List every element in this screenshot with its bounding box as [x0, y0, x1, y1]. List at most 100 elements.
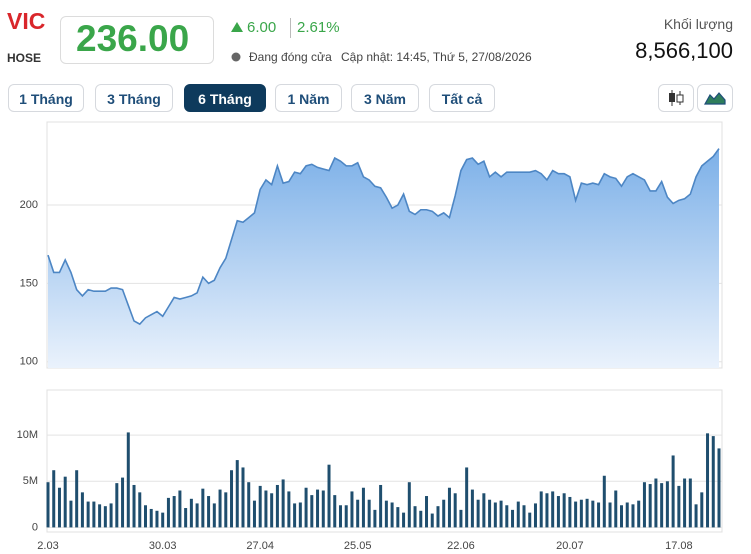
volume-bar	[614, 490, 618, 528]
volume-bar	[149, 508, 153, 528]
volume-bar	[69, 500, 73, 528]
updated: Cập nhật: 14:45, Thứ 5, 27/08/2026	[341, 50, 532, 64]
volume-bar	[195, 503, 199, 528]
volume-bar	[533, 503, 537, 528]
volume-bar	[597, 502, 601, 528]
area-button[interactable]	[697, 84, 733, 112]
volume-bar	[184, 508, 188, 528]
range-button[interactable]: 3 Năm	[351, 84, 419, 112]
volume-bar	[711, 436, 715, 528]
volume-bar	[482, 493, 486, 528]
volume-bar	[207, 496, 211, 528]
volume-bar	[304, 487, 308, 528]
volume-bar	[316, 489, 320, 528]
volume-bar	[63, 476, 67, 528]
x-tick-label: 27.04	[246, 540, 274, 552]
volume-bar	[511, 509, 515, 528]
volume-bar	[688, 478, 692, 528]
volume-bar	[212, 503, 216, 528]
volume-bar	[683, 478, 687, 528]
volume-bar	[178, 490, 182, 528]
volume-bar	[252, 500, 256, 528]
volume-bar	[92, 501, 96, 528]
separator	[290, 18, 291, 38]
volume-bar	[436, 506, 440, 528]
volume-bar	[447, 487, 451, 528]
volume-bar	[241, 467, 245, 528]
volume-bar	[470, 489, 474, 528]
volume-bar	[224, 492, 228, 528]
price-area	[48, 148, 719, 368]
volume-bar	[522, 505, 526, 528]
volume: 8,566,100	[635, 38, 733, 63]
volume-bar	[465, 467, 469, 528]
volume-bar	[545, 493, 549, 528]
volume-bar	[717, 448, 721, 528]
volume-bar	[694, 504, 698, 528]
volume-bar	[384, 500, 388, 528]
up-arrow	[231, 22, 243, 32]
volume-bar	[425, 496, 429, 528]
volume-bar	[126, 432, 130, 528]
x-tick-label: 25.05	[344, 540, 372, 552]
volume-bar	[591, 500, 595, 528]
volume-bar	[356, 499, 360, 528]
volume-bar	[115, 483, 119, 528]
volume-bar	[338, 505, 342, 528]
volume-bar	[172, 496, 176, 528]
candle-button[interactable]	[658, 84, 694, 112]
range-button[interactable]: 3 Tháng	[95, 84, 173, 112]
volume-bar	[75, 470, 79, 528]
volume-bar	[155, 510, 159, 528]
range-button[interactable]: Tất cả	[429, 84, 495, 112]
range-button[interactable]: 1 Năm	[275, 84, 342, 112]
area-icon	[703, 92, 726, 105]
volume-bar	[654, 478, 658, 528]
volume-bar	[625, 502, 629, 528]
candle-icon	[669, 90, 684, 106]
volume-bar	[367, 499, 371, 528]
volume-bar	[361, 487, 365, 528]
x-tick-label: 2.03	[37, 540, 58, 552]
volume-bar	[642, 482, 646, 528]
volume-bar	[103, 506, 107, 528]
range-button[interactable]: 6 Tháng	[184, 84, 266, 112]
volume-bar	[568, 496, 572, 528]
volume-bar	[671, 455, 675, 528]
volume-bar	[442, 499, 446, 528]
x-tick-label: 17.08	[665, 540, 693, 552]
volume-bar	[706, 433, 710, 528]
volume-bar	[402, 512, 406, 528]
volume-bar	[321, 490, 325, 528]
volume-bar	[499, 500, 503, 528]
y-tick-label: 200	[20, 199, 38, 211]
volume-bar	[80, 492, 84, 528]
range-button[interactable]: 1 Tháng	[8, 84, 84, 112]
volume-bar	[161, 512, 165, 528]
volume-label: Khối lượng	[663, 16, 733, 32]
volume-bar	[281, 479, 285, 528]
volume-bar	[327, 464, 331, 528]
volume-bar	[493, 502, 497, 528]
volume-bar	[52, 470, 56, 528]
volume-bar	[528, 512, 532, 528]
volume-bar	[631, 504, 635, 528]
y-tick-label: 150	[20, 277, 38, 289]
volume-bar	[648, 484, 652, 528]
volume-bar	[298, 502, 302, 528]
volume-bar	[556, 496, 560, 528]
x-tick-label: 20.07	[556, 540, 584, 552]
volume-bar	[57, 487, 61, 528]
volume-bar	[310, 495, 314, 528]
volume-bar	[430, 513, 434, 528]
volume-bar	[602, 475, 606, 528]
volume-bar	[413, 506, 417, 528]
volume-bar	[293, 503, 297, 528]
volume-bar	[287, 491, 291, 528]
volume-bar	[230, 470, 234, 528]
volume-bar	[562, 493, 566, 528]
volume-bar	[539, 491, 543, 528]
volume-bar	[677, 485, 681, 528]
